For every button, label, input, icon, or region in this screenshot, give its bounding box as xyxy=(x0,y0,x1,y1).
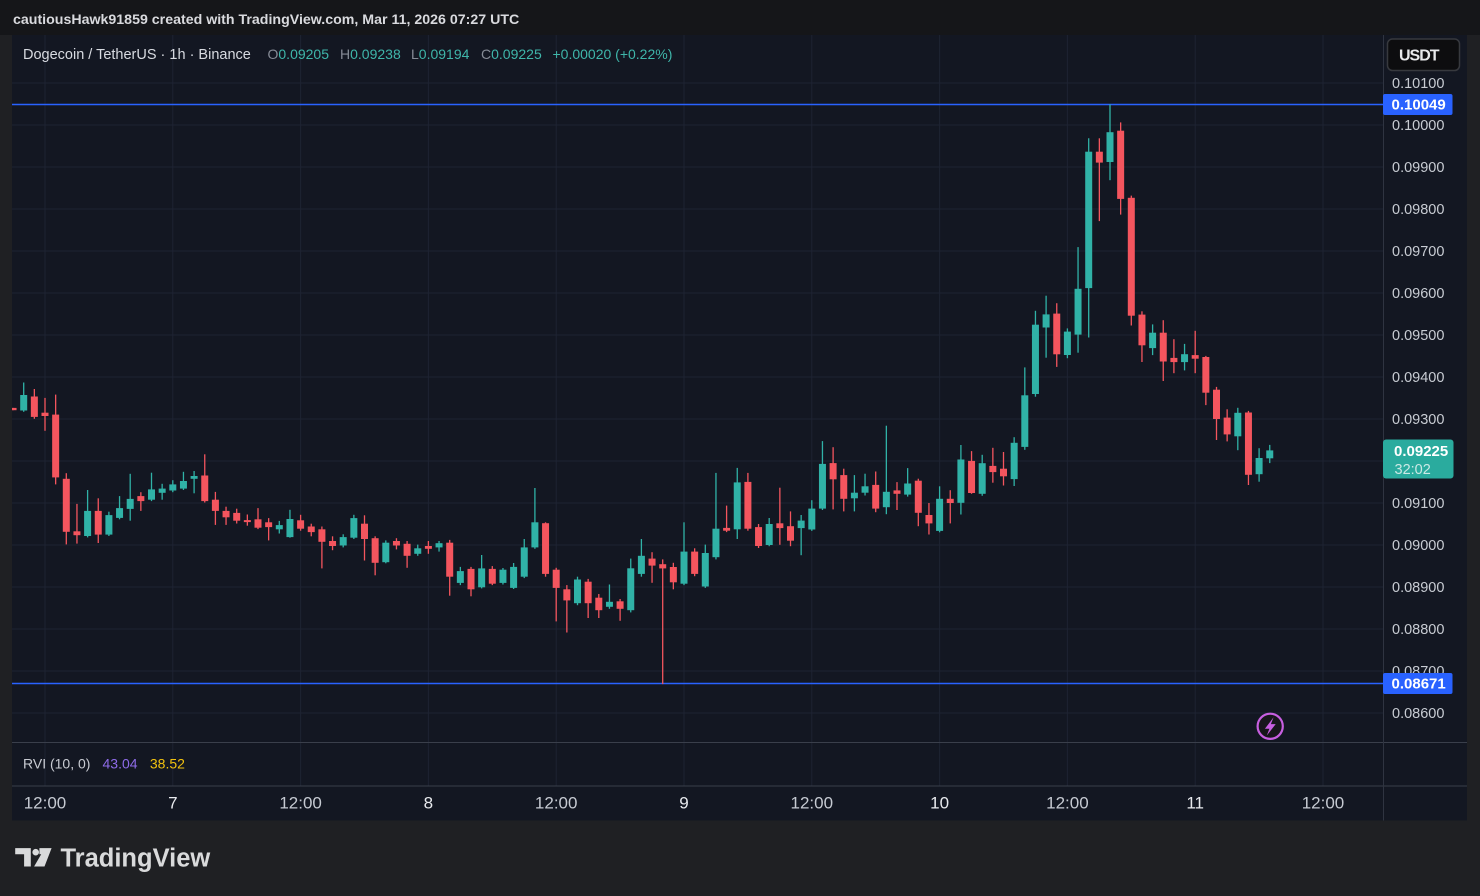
svg-text:0.09900: 0.09900 xyxy=(1392,160,1444,176)
svg-text:Dogecoin / TetherUS · 1h · Bin: Dogecoin / TetherUS · 1h · Binance xyxy=(23,47,251,63)
svg-text:0.09600: 0.09600 xyxy=(1392,286,1444,302)
svg-text:11: 11 xyxy=(1186,794,1204,813)
svg-text:12:00: 12:00 xyxy=(1046,794,1089,813)
svg-text:0.08671: 0.08671 xyxy=(1392,676,1446,693)
svg-text:0.09500: 0.09500 xyxy=(1392,328,1444,344)
svg-text:H0.09238: H0.09238 xyxy=(340,46,401,62)
svg-text:USDT: USDT xyxy=(1399,48,1440,65)
svg-text:38.52: 38.52 xyxy=(150,756,185,772)
svg-text:0.10049: 0.10049 xyxy=(1392,97,1446,114)
svg-text:0.08800: 0.08800 xyxy=(1392,622,1444,638)
svg-text:12:00: 12:00 xyxy=(791,794,834,813)
svg-text:RVI (10, 0): RVI (10, 0) xyxy=(23,756,90,772)
svg-text:9: 9 xyxy=(679,794,688,813)
svg-text:O0.09205: O0.09205 xyxy=(268,46,330,62)
svg-text:0.09800: 0.09800 xyxy=(1392,202,1444,218)
svg-text:10: 10 xyxy=(930,794,949,813)
svg-text:+0.00020 (+0.22%): +0.00020 (+0.22%) xyxy=(553,46,673,62)
svg-text:C0.09225: C0.09225 xyxy=(481,46,542,62)
svg-text:0.09100: 0.09100 xyxy=(1392,496,1444,512)
svg-text:L0.09194: L0.09194 xyxy=(411,46,470,62)
svg-text:12:00: 12:00 xyxy=(24,794,67,813)
svg-text:32:02: 32:02 xyxy=(1395,462,1431,478)
svg-text:TradingView: TradingView xyxy=(61,845,211,873)
svg-text:cautiousHawk91859 created with: cautiousHawk91859 created with TradingVi… xyxy=(13,12,519,28)
svg-text:0.09700: 0.09700 xyxy=(1392,244,1444,260)
svg-text:12:00: 12:00 xyxy=(535,794,578,813)
svg-text:8: 8 xyxy=(424,794,433,813)
svg-text:0.09000: 0.09000 xyxy=(1392,538,1444,554)
svg-text:0.10000: 0.10000 xyxy=(1392,118,1444,134)
svg-text:0.09300: 0.09300 xyxy=(1392,412,1444,428)
svg-text:43.04: 43.04 xyxy=(103,756,138,772)
svg-text:0.10100: 0.10100 xyxy=(1392,76,1444,92)
svg-text:12:00: 12:00 xyxy=(1302,794,1345,813)
svg-text:0.08600: 0.08600 xyxy=(1392,706,1444,722)
svg-text:0.09225: 0.09225 xyxy=(1394,443,1448,460)
svg-text:12:00: 12:00 xyxy=(279,794,322,813)
svg-text:7: 7 xyxy=(168,794,177,813)
svg-text:0.09400: 0.09400 xyxy=(1392,370,1444,386)
svg-text:0.08900: 0.08900 xyxy=(1392,580,1444,596)
